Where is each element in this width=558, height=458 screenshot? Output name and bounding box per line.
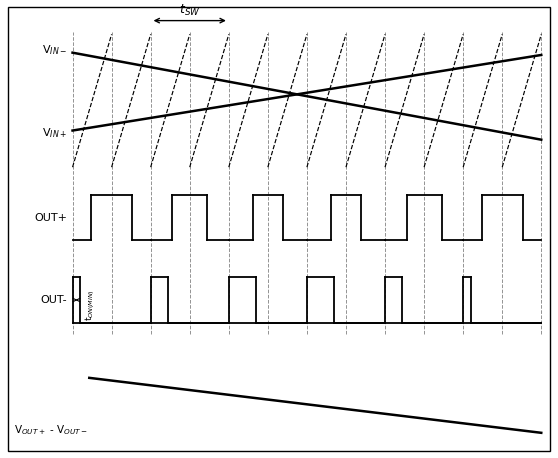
Text: V$_{IN-}$: V$_{IN-}$: [42, 44, 67, 57]
Text: t$_{SW}$: t$_{SW}$: [179, 3, 200, 18]
Text: V$_{IN+}$: V$_{IN+}$: [42, 126, 67, 140]
Text: OUT+: OUT+: [34, 213, 67, 223]
Text: V$_{OUT+}$ - V$_{OUT-}$: V$_{OUT+}$ - V$_{OUT-}$: [14, 424, 88, 437]
Text: OUT-: OUT-: [40, 295, 67, 305]
Text: t$_{ON(MIN)}$: t$_{ON(MIN)}$: [83, 289, 97, 321]
